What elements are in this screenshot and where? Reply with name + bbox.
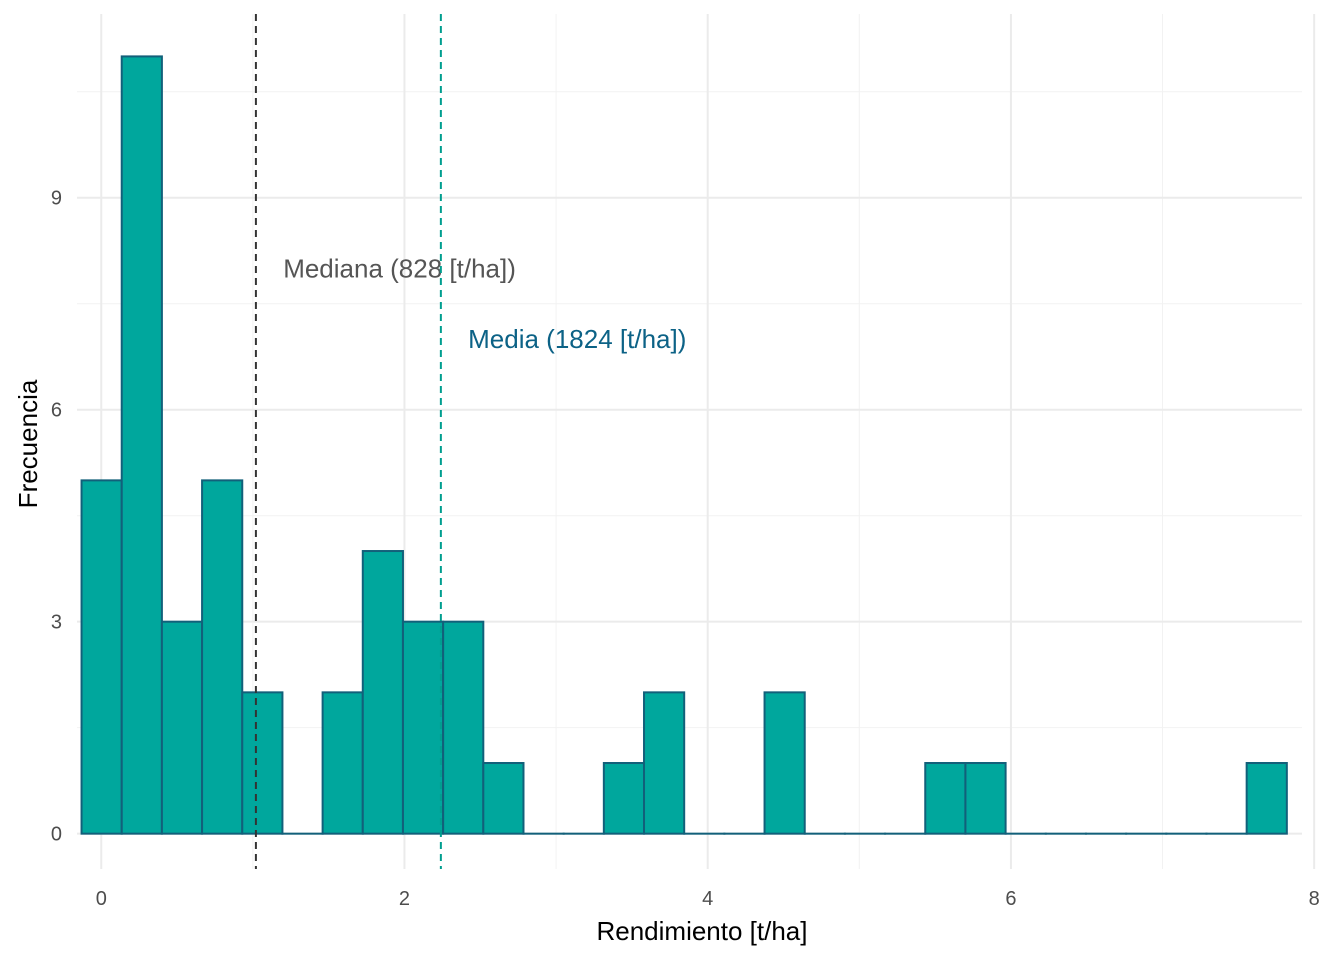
reference-lines: Mediana (828 [t/ha]) Media (1824 [t/ha]) <box>254 14 686 869</box>
y-axis-ticks: 0 3 6 9 <box>51 188 62 846</box>
x-axis-ticks: 0 2 4 6 8 <box>96 888 1320 910</box>
histogram-bar <box>1245 762 1288 835</box>
x-tick-label: 0 <box>96 888 107 910</box>
y-axis-title: Frecuencia <box>13 379 43 508</box>
histogram-bar <box>643 691 686 835</box>
histogram-bars <box>80 55 1288 835</box>
y-tick-label: 0 <box>51 824 62 846</box>
x-tick-label: 6 <box>1005 888 1016 910</box>
x-axis-title: Rendimiento [t/ha] <box>596 916 807 946</box>
histogram-bar <box>401 620 445 835</box>
y-tick-label: 6 <box>51 400 62 422</box>
histogram-bar <box>442 620 485 835</box>
mean-label: Media (1824 [t/ha]) <box>468 324 686 354</box>
y-tick-label: 9 <box>51 188 62 210</box>
histogram-bar <box>321 691 364 835</box>
histogram-bar <box>241 691 284 835</box>
histogram-bar <box>201 479 244 835</box>
histogram-bar <box>361 550 404 835</box>
y-tick-label: 3 <box>51 612 62 634</box>
x-tick-label: 8 <box>1309 888 1320 910</box>
x-tick-label: 2 <box>399 888 410 910</box>
histogram-bar <box>924 762 967 835</box>
histogram-bar <box>120 55 163 835</box>
histogram-bar <box>160 620 204 835</box>
histogram-bar <box>80 479 123 835</box>
histogram-bar <box>602 762 646 835</box>
median-label: Mediana (828 [t/ha]) <box>283 253 516 283</box>
histogram-bar <box>964 762 1007 835</box>
histogram-bar <box>482 762 525 835</box>
x-tick-label: 4 <box>702 888 713 910</box>
histogram-bar <box>763 691 806 835</box>
